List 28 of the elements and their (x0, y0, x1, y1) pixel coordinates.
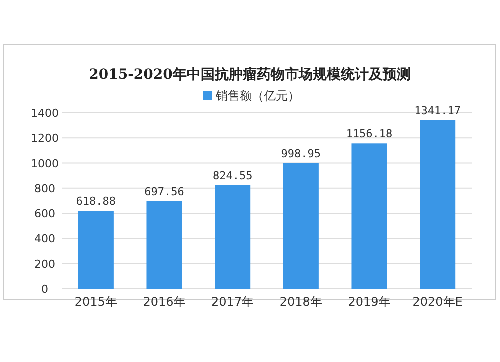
bar (78, 211, 114, 289)
bar (283, 163, 319, 289)
data-label: 998.95 (281, 147, 322, 160)
x-tick-label: 2015年 (74, 295, 118, 309)
y-tick-label: 1000 (31, 157, 59, 170)
x-tick-label: 2020年E (412, 295, 463, 309)
x-tick-label: 2016年 (143, 295, 186, 309)
data-label: 1341.17 (414, 104, 462, 118)
data-label: 618.88 (76, 195, 116, 208)
y-tick-label: 1200 (31, 132, 59, 146)
y-tick-label: 200 (34, 258, 56, 271)
legend-label: 销售额（亿元） (215, 89, 300, 103)
data-label: 697.56 (144, 185, 184, 198)
data-label: 1156.18 (346, 128, 393, 141)
y-tick-label: 600 (34, 208, 56, 221)
y-tick-label: 800 (34, 182, 56, 196)
bar (215, 185, 251, 289)
chart-title: 2015-2020年中国抗肿瘤药物市场规模统计及预测 (89, 66, 411, 83)
y-tick-label: 0 (42, 283, 48, 296)
bar (352, 144, 388, 289)
x-tick-label: 2018年 (280, 295, 322, 309)
x-tick-label: 2017年 (212, 295, 254, 309)
y-tick-label: 400 (34, 232, 56, 246)
y-tick-label: 1400 (31, 107, 59, 120)
bar (146, 201, 182, 289)
bar (420, 120, 456, 289)
data-label: 824.55 (212, 169, 253, 182)
x-tick-label: 2019年 (348, 295, 391, 309)
